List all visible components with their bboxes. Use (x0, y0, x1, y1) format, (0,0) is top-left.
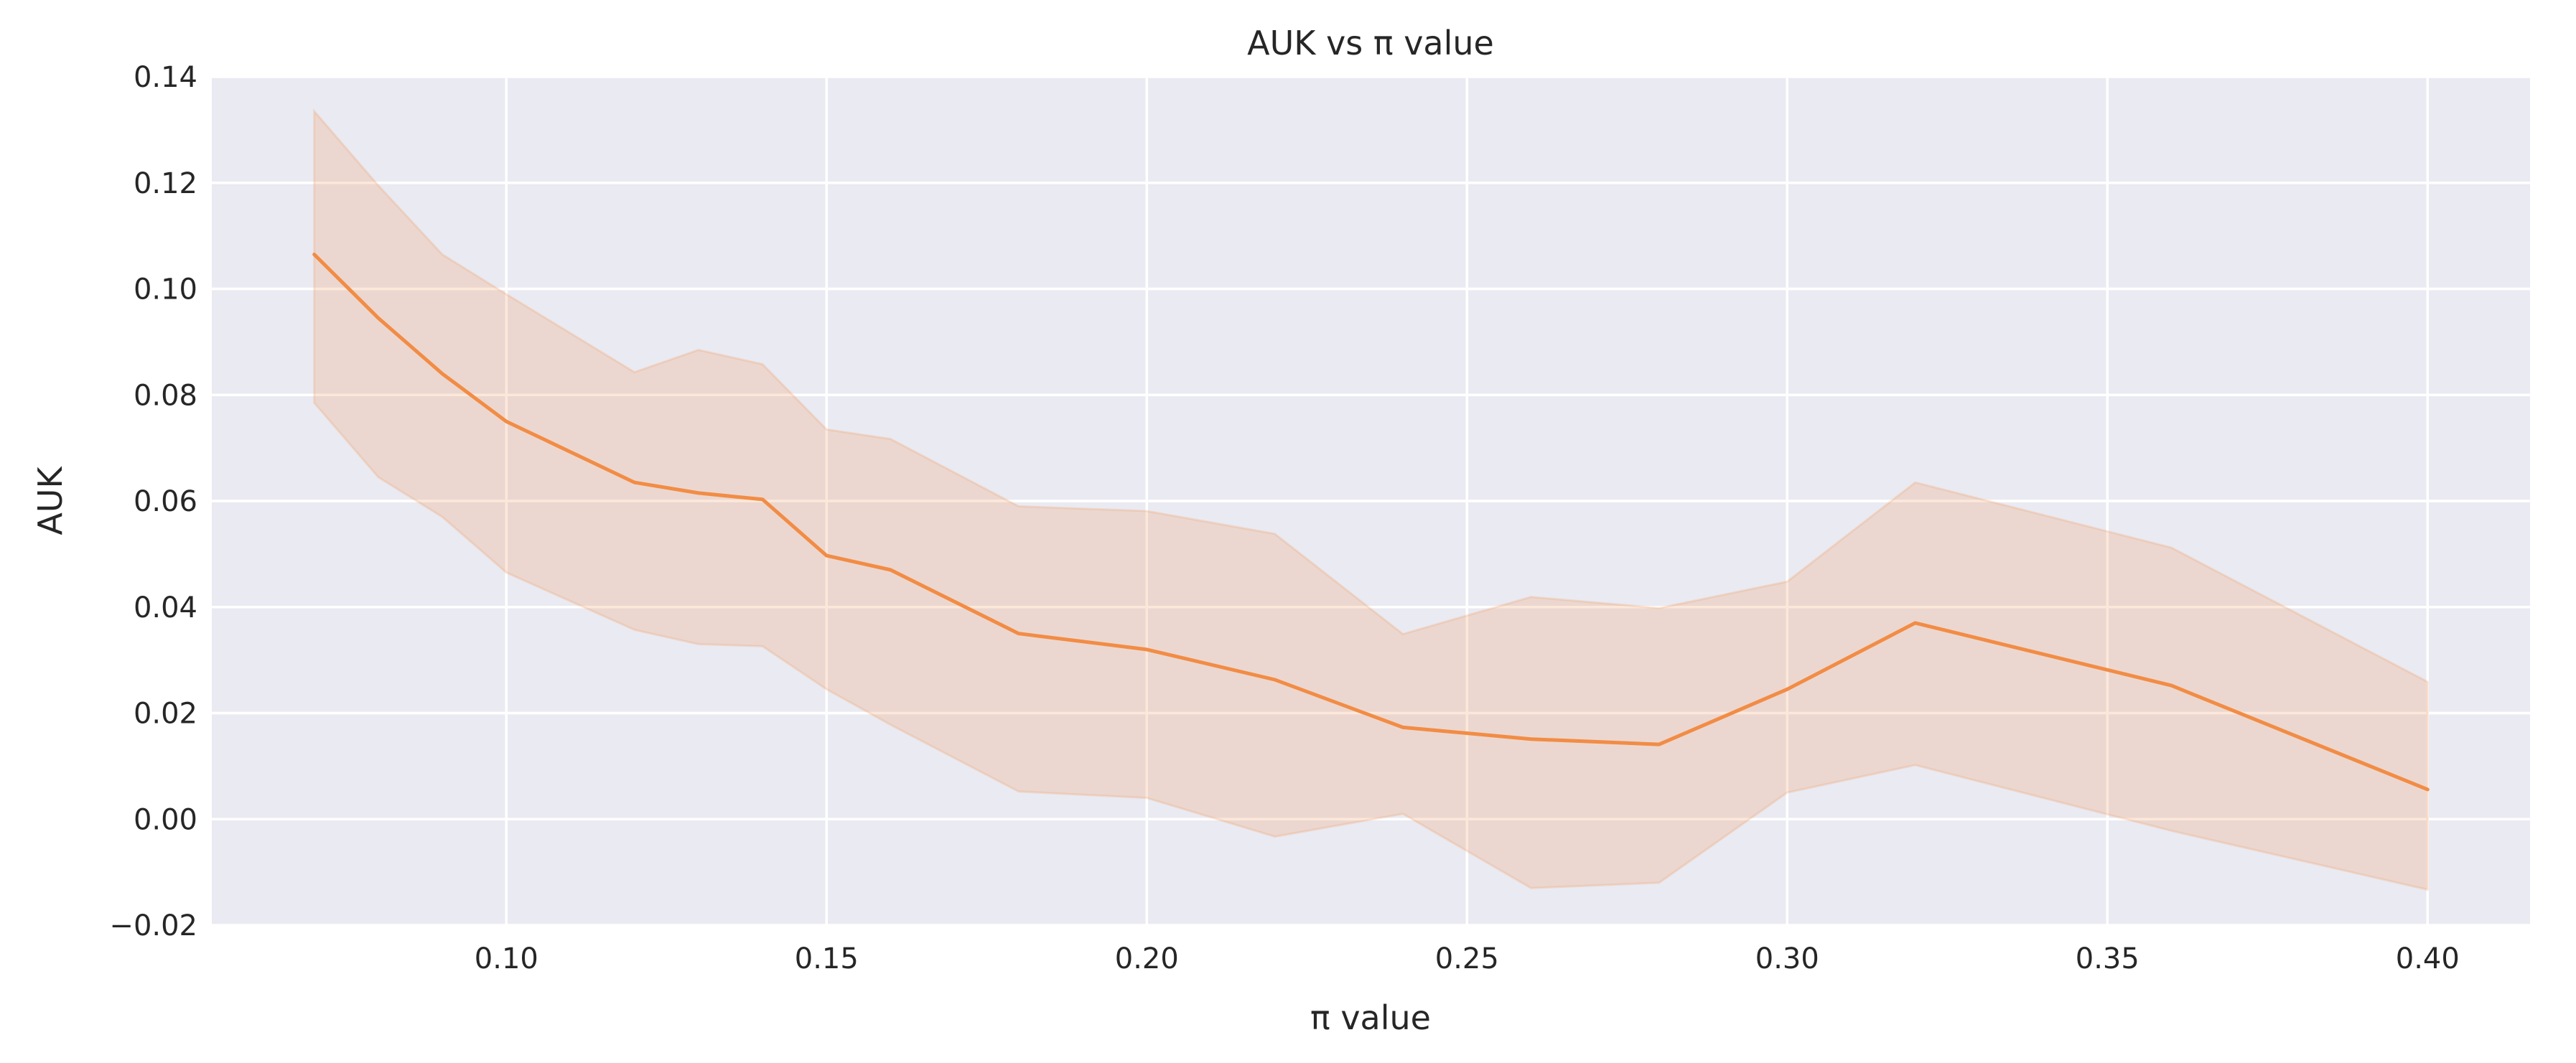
series-line (312, 253, 2430, 792)
y-tick-label: 0.02 (134, 698, 197, 731)
y-tick-label: 0.06 (134, 485, 197, 518)
y-tick-labels: −0.02 0.00 0.02 0.04 0.06 0.08 0.10 0.12 0.14 (109, 61, 197, 942)
x-tick-label: 0.30 (1755, 942, 1819, 975)
y-tick-label: −0.02 (109, 909, 197, 942)
y-axis-title: AUK (31, 466, 70, 535)
x-tick-label: 0.10 (475, 942, 538, 975)
y-tick-label: 0.00 (134, 803, 197, 836)
x-tick-label: 0.25 (1435, 942, 1499, 975)
x-axis-title: π value (1310, 998, 1431, 1037)
x-tick-label: 0.20 (1115, 942, 1179, 975)
chart-title: AUK vs π value (1247, 24, 1494, 62)
series-layer (312, 108, 2430, 891)
x-tick-label: 0.35 (2076, 942, 2139, 975)
y-tick-label: 0.04 (134, 591, 197, 624)
y-grid (212, 75, 2530, 927)
x-tick-label: 0.15 (795, 942, 859, 975)
confidence-band (313, 108, 2429, 891)
x-tick-labels: 0.10 0.15 0.20 0.25 0.30 0.35 0.40 (475, 942, 2460, 975)
y-tick-label: 0.10 (134, 273, 197, 306)
y-tick-label: 0.12 (134, 167, 197, 200)
y-tick-label: 0.14 (134, 61, 197, 94)
x-tick-label: 0.40 (2396, 942, 2460, 975)
y-tick-label: 0.08 (134, 379, 197, 412)
